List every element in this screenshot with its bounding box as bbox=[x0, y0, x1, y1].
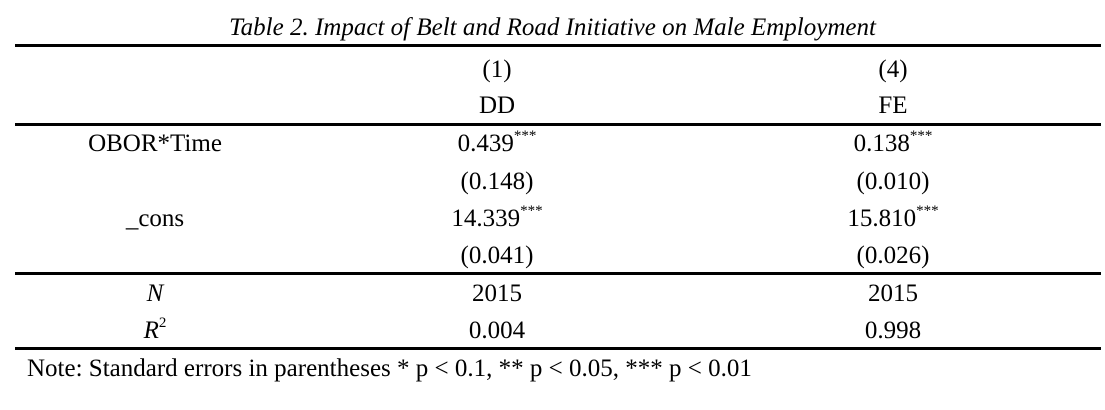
table-note: Note: Standard errors in parentheses * p… bbox=[27, 355, 752, 382]
stats-rule bbox=[15, 272, 1101, 275]
bottom-rule bbox=[15, 347, 1101, 350]
table-row: _cons 14.339*** 15.810*** bbox=[15, 200, 1101, 237]
cell-value: 0.439 bbox=[457, 130, 514, 157]
cell-value: (0.041) bbox=[460, 242, 534, 269]
stats-row: R2 0.004 0.998 bbox=[15, 312, 1101, 349]
cell-value: (0.010) bbox=[856, 168, 930, 195]
stats-row: N 2015 2015 bbox=[15, 275, 1101, 312]
stat-value: 2015 bbox=[868, 280, 918, 307]
cell-value: 14.339 bbox=[451, 205, 521, 232]
column-number: (1) bbox=[482, 56, 512, 83]
cell-value: 15.810 bbox=[847, 205, 917, 232]
cell-value: (0.026) bbox=[856, 242, 930, 269]
header-row-numbers: (1) (4) bbox=[15, 51, 1101, 88]
row-label: _cons bbox=[125, 205, 185, 232]
column-model: DD bbox=[478, 92, 516, 119]
significance-stars: *** bbox=[916, 202, 939, 219]
stat-value: 0.004 bbox=[468, 317, 526, 344]
header-row-models: DD FE bbox=[15, 87, 1101, 124]
significance-stars: *** bbox=[520, 202, 543, 219]
column-number: (4) bbox=[878, 56, 908, 83]
top-rule bbox=[15, 44, 1101, 47]
table-title: Table 2. Impact of Belt and Road Initiat… bbox=[229, 14, 876, 41]
row-label: OBOR*Time bbox=[88, 130, 222, 157]
significance-stars: *** bbox=[909, 127, 933, 144]
stat-value: 2015 bbox=[472, 280, 522, 307]
stat-label-sup: 2 bbox=[158, 314, 167, 331]
table-row: OBOR*Time 0.439*** 0.138*** bbox=[15, 125, 1101, 162]
significance-stars: *** bbox=[513, 127, 537, 144]
header-rule bbox=[15, 123, 1101, 126]
cell-value: 0.138 bbox=[853, 130, 910, 157]
stat-label: R bbox=[143, 317, 159, 344]
stat-value: 0.998 bbox=[864, 317, 922, 344]
cell-value: (0.148) bbox=[460, 168, 534, 195]
table-row: (0.041) (0.026) bbox=[15, 237, 1101, 274]
stat-label: N bbox=[146, 280, 164, 307]
table-row: (0.148) (0.010) bbox=[15, 163, 1101, 200]
column-model: FE bbox=[878, 92, 908, 119]
